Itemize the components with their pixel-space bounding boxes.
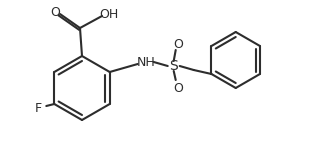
Text: F: F [35,102,42,115]
Text: S: S [169,59,178,73]
Text: OH: OH [99,7,118,20]
Text: NH: NH [136,56,155,68]
Text: O: O [50,5,60,19]
Text: O: O [173,37,183,51]
Text: O: O [173,81,183,95]
